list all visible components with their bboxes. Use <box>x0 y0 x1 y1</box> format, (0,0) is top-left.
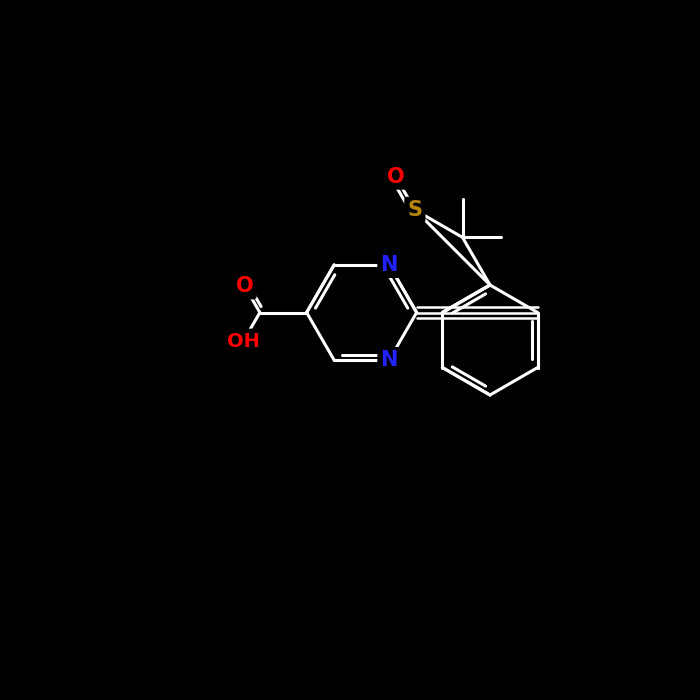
Text: S: S <box>407 200 422 220</box>
Text: OH: OH <box>227 332 260 351</box>
Text: O: O <box>387 167 405 186</box>
Text: N: N <box>380 255 398 275</box>
Text: O: O <box>236 276 253 296</box>
Text: N: N <box>380 350 398 370</box>
